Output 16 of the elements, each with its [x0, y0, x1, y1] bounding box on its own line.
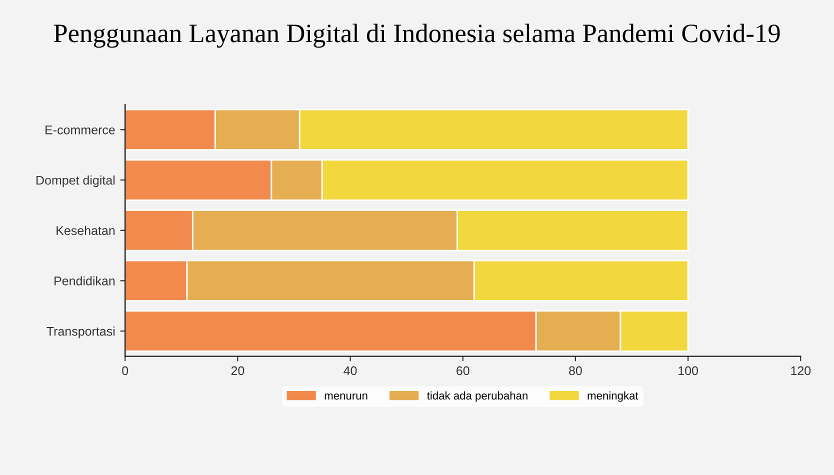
y-tick-label: E-commerce	[46, 126, 115, 134]
chart-title: Penggunaan Layanan Digital di Indonesia selama Pandemi Covid-19	[54, 24, 780, 48]
x-tick-label: 0	[122, 366, 128, 376]
legend-label: menurun	[324, 394, 368, 400]
y-tick-label: Pendidikan	[54, 276, 115, 286]
x-tick-label: 80	[569, 366, 582, 376]
y-tick-label: Dompet digital	[36, 175, 115, 188]
y-tick-label: Kesehatan	[56, 226, 115, 236]
x-tick-label: 40	[344, 366, 357, 376]
x-tick-label: 20	[231, 366, 244, 376]
legend-label: tidak ada perubahan	[427, 391, 528, 402]
y-tick-label: Transportasi	[46, 326, 115, 338]
legend-label: meningkat	[588, 391, 638, 402]
x-tick-label: 60	[456, 366, 470, 376]
x-tick-label: 120	[791, 366, 811, 376]
x-tick-label: 100	[678, 366, 698, 376]
